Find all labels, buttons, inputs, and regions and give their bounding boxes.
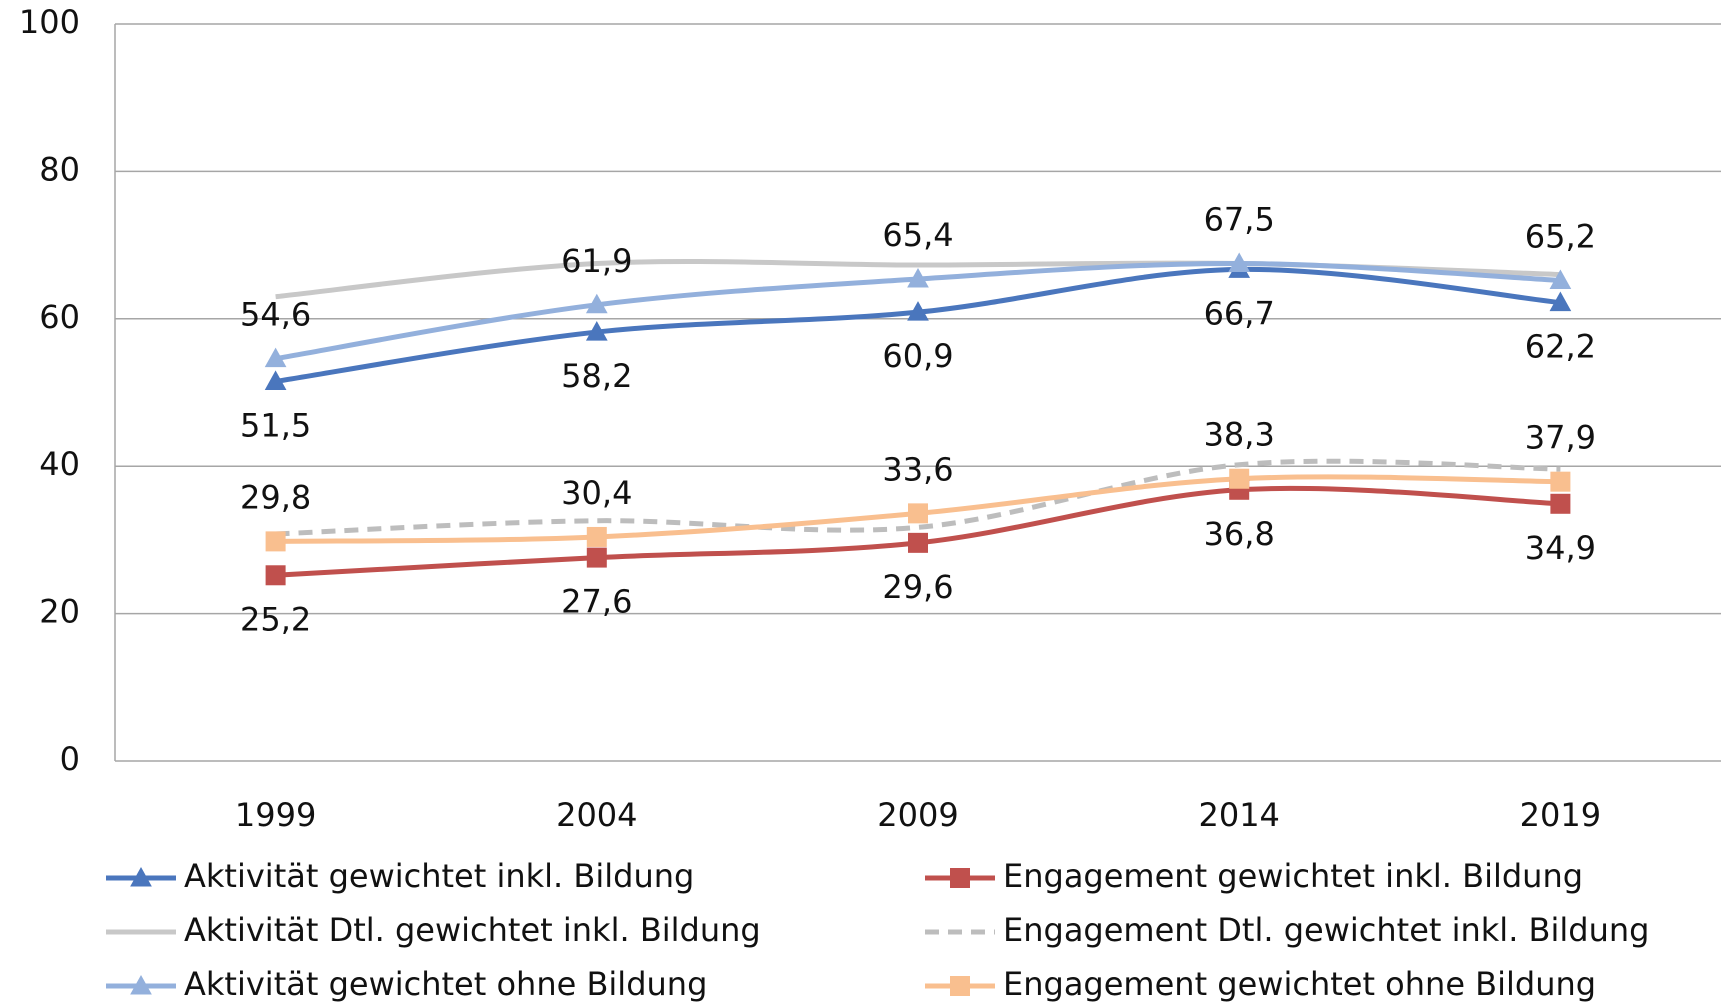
data-label: 58,2 <box>561 357 632 395</box>
data-point <box>907 267 929 288</box>
data-label: 34,9 <box>1525 529 1596 567</box>
y-tick-label: 60 <box>39 298 80 336</box>
legend-label: Engagement gewichtet ohne Bildung <box>1003 965 1596 1003</box>
x-tick-label: 1999 <box>235 796 316 834</box>
data-label: 29,8 <box>240 478 311 516</box>
y-tick-label: 0 <box>60 740 80 778</box>
y-tick-label: 40 <box>39 445 80 483</box>
data-point <box>265 565 286 586</box>
data-point <box>265 531 286 552</box>
data-label: 66,7 <box>1204 294 1275 332</box>
data-label: 51,5 <box>240 406 311 444</box>
data-label: 67,5 <box>1204 201 1275 239</box>
data-label: 25,2 <box>240 600 311 638</box>
data-label: 62,2 <box>1525 328 1596 366</box>
y-tick-label: 100 <box>19 3 80 41</box>
data-point <box>1229 468 1250 489</box>
data-point <box>1549 269 1572 289</box>
data-point <box>586 547 607 568</box>
data-label: 30,4 <box>561 474 632 512</box>
legend-marker <box>950 868 970 888</box>
data-label: 65,2 <box>1525 217 1596 255</box>
legend-marker <box>130 974 152 995</box>
data-point <box>907 301 929 321</box>
data-label: 54,6 <box>240 296 311 334</box>
legend-label: Aktivität gewichtet inkl. Bildung <box>184 857 694 895</box>
data-label: 65,4 <box>882 216 953 254</box>
y-tick-label: 80 <box>39 150 80 188</box>
data-label: 60,9 <box>882 337 953 375</box>
y-tick-label: 20 <box>39 593 80 631</box>
data-point <box>586 526 607 547</box>
data-point <box>1228 252 1251 273</box>
x-tick-label: 2004 <box>556 796 637 834</box>
x-tick-label: 2009 <box>877 796 958 834</box>
legend-label: Engagement gewichtet inkl. Bildung <box>1003 857 1583 895</box>
data-point <box>1549 291 1572 312</box>
data-label: 33,6 <box>882 450 953 488</box>
legend-label: Aktivität Dtl. gewichtet inkl. Bildung <box>184 911 761 949</box>
data-point <box>264 370 287 390</box>
data-label: 61,9 <box>561 242 632 280</box>
legend-marker <box>130 866 152 887</box>
legend-marker <box>950 976 970 996</box>
data-point <box>585 293 608 314</box>
data-point <box>585 321 608 341</box>
x-tick-label: 2019 <box>1520 796 1601 834</box>
x-tick-label: 2014 <box>1198 796 1279 834</box>
data-label: 36,8 <box>1204 515 1275 553</box>
data-point <box>264 347 287 368</box>
legend-label: Aktivität gewichtet ohne Bildung <box>184 965 707 1003</box>
data-label: 27,6 <box>561 583 632 621</box>
legend-label: Engagement Dtl. gewichtet inkl. Bildung <box>1003 911 1649 949</box>
data-label: 29,6 <box>882 568 953 606</box>
data-point <box>1550 471 1571 492</box>
data-point <box>1550 493 1571 514</box>
data-label: 38,3 <box>1204 416 1275 454</box>
data-point <box>908 503 928 524</box>
data-point <box>908 532 928 553</box>
data-label: 37,9 <box>1525 419 1596 457</box>
series-line <box>275 458 1561 537</box>
series-line <box>275 485 1561 578</box>
